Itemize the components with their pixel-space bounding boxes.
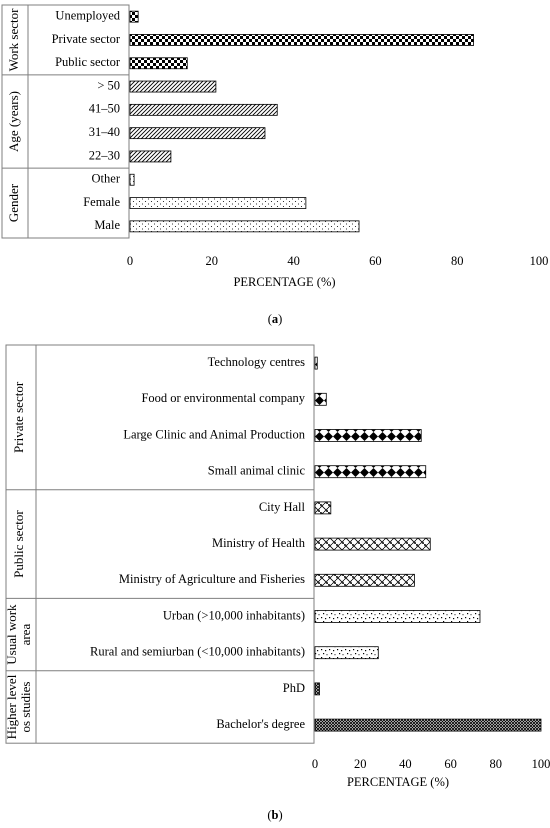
panel-caption: (b) <box>267 808 282 822</box>
panel-caption: (a) <box>268 312 283 326</box>
category-label: 41–50 <box>89 102 120 116</box>
category-label: Ministry of Agriculture and Fisheries <box>119 572 305 586</box>
x-tick-label: 60 <box>369 254 382 268</box>
category-label: Private sector <box>52 32 121 46</box>
category-label: Unemployed <box>55 9 120 23</box>
category-label: City Hall <box>259 500 306 514</box>
x-tick-label: 0 <box>127 254 133 268</box>
x-tick-label: 0 <box>312 757 318 771</box>
x-tick-label: 40 <box>399 757 412 771</box>
x-tick-label: 80 <box>451 254 464 268</box>
category-label: Female <box>83 195 120 209</box>
bar <box>314 646 379 660</box>
group-label: Age (years) <box>6 91 21 152</box>
chart-panel-a: Work sector Unemployed Private sector Publi… <box>1 4 549 326</box>
x-tick-label: 20 <box>206 254 219 268</box>
group-label: Gender <box>6 183 21 222</box>
group-label: Higher level <box>4 674 19 739</box>
bar <box>314 573 415 587</box>
group-label: Private sector <box>11 381 26 453</box>
group-label: os studies <box>18 682 33 733</box>
category-label: 22–30 <box>89 148 120 162</box>
category-label: Urban (>10,000 inhabitants) <box>163 608 305 622</box>
category-label: Bachelor's degree <box>216 717 305 731</box>
bar <box>129 150 172 163</box>
x-tick-label: 100 <box>530 254 549 268</box>
category-label: Male <box>94 218 120 232</box>
bar <box>129 220 360 233</box>
group-label: Public sector <box>11 510 26 578</box>
bar <box>314 429 422 442</box>
bar <box>314 610 481 623</box>
category-label: Large Clinic and Animal Production <box>123 427 305 441</box>
x-tick-label: 20 <box>354 757 367 771</box>
category-label-frame <box>1 4 130 239</box>
bar <box>129 103 278 116</box>
category-label: PhD <box>283 681 305 695</box>
category-label: Rural and semiurban (<10,000 inhabitants… <box>90 645 305 659</box>
x-tick-label: 100 <box>532 757 550 771</box>
bar <box>129 80 217 93</box>
category-label: Public sector <box>55 55 121 69</box>
bar <box>129 34 474 46</box>
chart-panel-b: Private sector Technology centres Food or … <box>4 344 550 822</box>
category-label-frame <box>5 344 315 744</box>
category-label: Technology centres <box>208 355 305 369</box>
category-label: > 50 <box>97 78 120 92</box>
bar <box>314 682 320 696</box>
bar <box>129 57 188 70</box>
category-label: Ministry of Health <box>212 536 306 550</box>
bar <box>314 718 542 732</box>
bar <box>129 197 307 209</box>
x-axis-title: PERCENTAGE (%) <box>347 775 449 789</box>
x-tick-label: 80 <box>490 757 503 771</box>
group-label: Usual work <box>4 604 19 665</box>
x-axis-title: PERCENTAGE (%) <box>233 275 335 289</box>
bar <box>314 392 327 406</box>
bar <box>314 356 318 370</box>
bar <box>129 10 139 23</box>
group-label: area <box>18 624 33 646</box>
bar <box>129 127 266 140</box>
category-label: Food or environmental company <box>141 391 305 405</box>
bar <box>314 465 427 479</box>
bar <box>314 537 431 551</box>
category-label: Other <box>92 172 121 186</box>
x-tick-label: 40 <box>287 254 300 268</box>
category-label: 31–40 <box>89 125 120 139</box>
bar <box>314 501 332 515</box>
x-tick-label: 60 <box>444 757 457 771</box>
category-label: Small animal clinic <box>208 464 306 478</box>
bar <box>129 173 135 186</box>
group-label: Work sector <box>6 8 21 72</box>
